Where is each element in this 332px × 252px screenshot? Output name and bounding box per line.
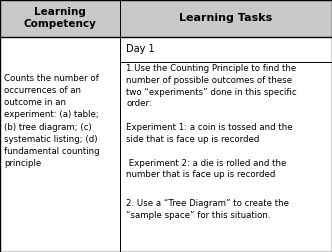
Text: Experiment 2: a die is rolled and the
number that is face up is recorded: Experiment 2: a die is rolled and the nu…: [126, 159, 287, 179]
Text: Learning Tasks: Learning Tasks: [180, 13, 273, 23]
Text: Day 1: Day 1: [126, 44, 155, 54]
Text: Counts the number of
occurrences of an
outcome in an
experiment: (a) table;
(b) : Counts the number of occurrences of an o…: [4, 74, 100, 168]
Text: 1.Use the Counting Principle to find the
number of possible outcomes of these
tw: 1.Use the Counting Principle to find the…: [126, 64, 297, 108]
Bar: [0, 0, 120, 37]
Text: 2. Use a “Tree Diagram” to create the
“sample space” for this situation.: 2. Use a “Tree Diagram” to create the “s…: [126, 199, 289, 220]
Text: Learning
Competency: Learning Competency: [24, 7, 97, 29]
Text: Experiment 1: a coin is tossed and the
side that is face up is recorded: Experiment 1: a coin is tossed and the s…: [126, 123, 293, 144]
Bar: [120, 0, 332, 37]
